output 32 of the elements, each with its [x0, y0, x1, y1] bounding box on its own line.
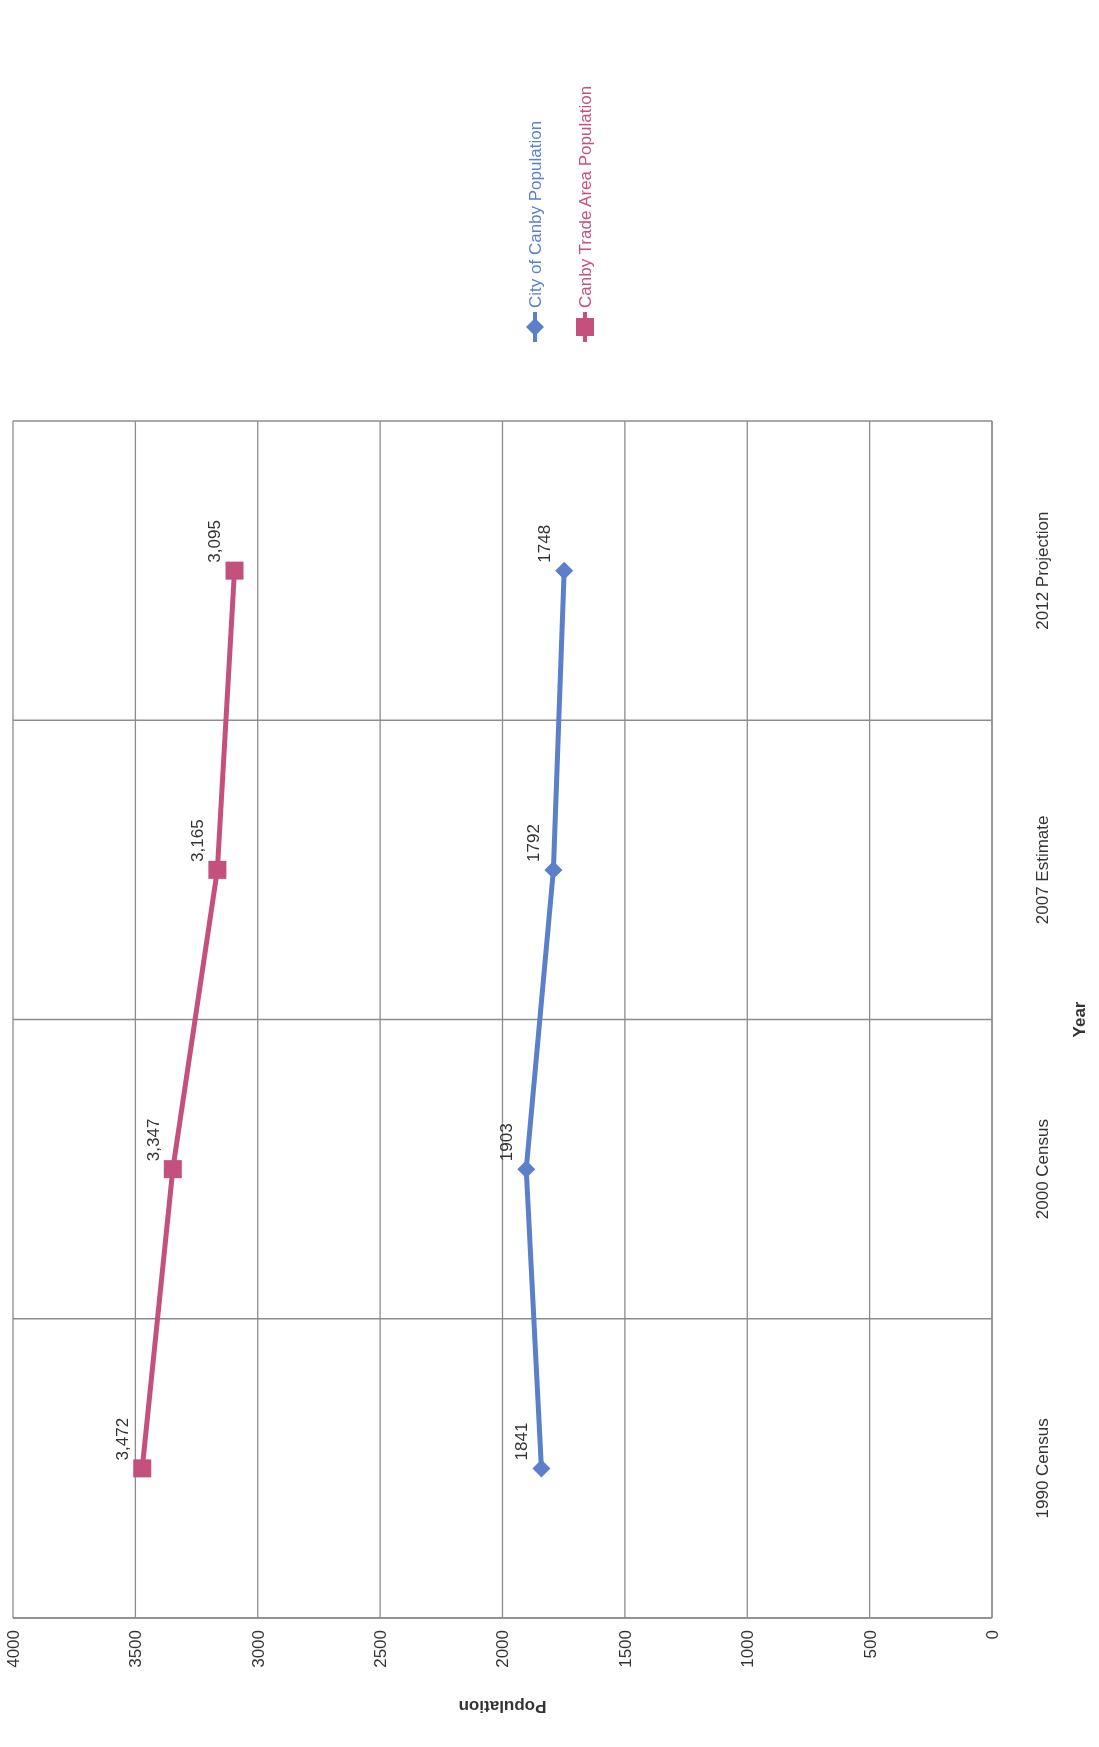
x-tick-label: 0 — [982, 1630, 1002, 1640]
y-tick-label: 1990 Census — [1033, 1418, 1052, 1519]
x-tick-label: 3500 — [126, 1630, 146, 1668]
text: Canby Trade Area Population — [575, 85, 595, 308]
point — [555, 561, 574, 580]
text: City of Canby Population — [525, 120, 545, 308]
x-tick-label: 1500 — [615, 1630, 635, 1668]
data-label: 3,347 — [143, 1118, 163, 1162]
y-tick-label: 2012 Projection — [1033, 511, 1052, 630]
x-tick-label: 4000 — [3, 1630, 23, 1668]
data-label: 3,095 — [205, 520, 225, 563]
data-label: 1792 — [524, 824, 544, 862]
point — [532, 1459, 551, 1478]
data-label: 1841 — [512, 1422, 532, 1461]
x-tick-label: 1000 — [738, 1630, 758, 1668]
x-tick-label: 3000 — [248, 1630, 268, 1668]
x-tick-label: 2500 — [371, 1630, 391, 1668]
y-tick-label: 2007 Estimate — [1033, 815, 1052, 925]
data-label: 3,165 — [188, 819, 208, 862]
x-tick-label: 2000 — [493, 1630, 513, 1668]
x-tick-label: 500 — [860, 1630, 880, 1659]
x-axis-title: Population — [458, 1697, 547, 1716]
point — [517, 1160, 536, 1179]
data-label: 1903 — [497, 1123, 517, 1162]
point — [163, 1160, 182, 1179]
point — [133, 1459, 152, 1478]
point — [208, 860, 227, 879]
y-axis-title: Year — [1070, 1001, 1089, 1038]
point — [225, 561, 244, 580]
data-label: 3,472 — [113, 1417, 133, 1461]
data-label: 1748 — [535, 524, 555, 563]
y-tick-label: 2000 Census — [1033, 1119, 1052, 1220]
